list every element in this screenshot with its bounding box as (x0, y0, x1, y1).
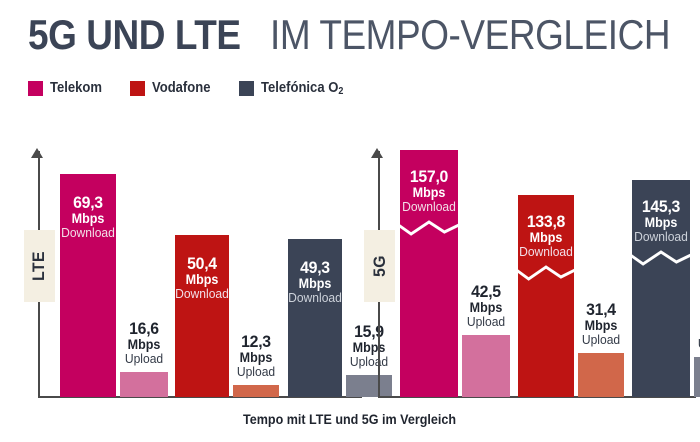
bar-lte-4 (288, 239, 342, 397)
x-axis-line-5g (378, 396, 696, 398)
title-light: IM TEMPO-VERGLEICH (269, 11, 671, 58)
bar-value-unit: Mbps (127, 337, 161, 353)
bar-lte-0 (60, 174, 116, 397)
chart-legend: Telekom Vodafone Telefónica O2 (28, 80, 353, 97)
bar-5g-3 (578, 353, 624, 397)
bar-value-kind: Download (519, 244, 573, 260)
bar-value-number: 29,2 (686, 305, 700, 323)
bar-value-label-lte-1: 16,6 Mbps Upload (110, 320, 178, 366)
bar-value-unit: Mbps (584, 318, 618, 334)
axis-tag-5g: 5G (364, 230, 395, 302)
bar-value-number: 31,4 (586, 300, 616, 320)
bar-value-label-5g-2: 133,8 Mbps Download (508, 213, 584, 259)
bar-value-kind: Download (634, 229, 688, 245)
legend-item-2: Telefónica O2 (238, 80, 353, 97)
y-axis-arrow-lte (31, 148, 43, 158)
axis-break-zigzag-icon (397, 218, 461, 240)
bar-value-kind: Upload (236, 364, 276, 380)
y-axis-arrow-5g (371, 148, 383, 158)
bar-value-label-lte-3: 12,3 Mbps Upload (223, 333, 289, 379)
bar-value-number: 49,3 (300, 258, 330, 278)
bar-value-unit: Mbps (185, 272, 219, 288)
bar-value-kind: Download (175, 286, 229, 302)
bar-value-label-5g-0: 157,0 Mbps Download (390, 168, 468, 214)
legend-item-label: Telekom (50, 80, 102, 96)
bar-value-number: 42,5 (471, 282, 501, 302)
bar-value-number: 50,4 (187, 254, 217, 274)
panel-lte: LTE 69,3 Mbps Download 16,6 Mbps Upload 50,4 Mb… (22, 110, 392, 410)
bar-value-label-lte-0: 69,3 Mbps Download (50, 194, 126, 240)
bar-value-number: 15,9 (354, 322, 384, 342)
axis-tag-5g-label: 5G (369, 255, 389, 277)
bar-lte-2 (175, 235, 229, 397)
bar-value-number: 16,6 (129, 319, 159, 339)
bar-value-label-lte-4: 49,3 Mbps Download (278, 259, 352, 305)
bar-value-label-5g-3: 31,4 Mbps Upload (568, 301, 634, 347)
axis-break-zigzag-icon (629, 248, 693, 270)
bar-value-label-5g-4: 145,3 Mbps Download (622, 198, 700, 244)
bar-value-unit: Mbps (239, 350, 273, 366)
bar-lte-5 (346, 375, 392, 397)
bar-value-kind: Upload (466, 314, 506, 330)
bar-value-label-5g-1: 42,5 Mbps Upload (452, 283, 520, 329)
bar-container-5g: 157,0 Mbps Download 42,5 Mbps Upload 133,8 Mbps… (397, 150, 700, 397)
bar-value-unit: Mbps (71, 211, 105, 227)
bar-5g-5 (694, 357, 700, 397)
bar-5g-0 (397, 150, 461, 397)
bar-value-kind: Download (402, 199, 456, 215)
bar-value-unit: Mbps (469, 300, 503, 316)
legend-item-label: Vodafone (151, 80, 211, 96)
bar-value-kind: Upload (581, 332, 621, 348)
legend-swatch-icon (238, 80, 254, 96)
bar-value-number: 69,3 (73, 193, 103, 213)
bar-value-number: 133,8 (526, 212, 566, 232)
axis-tag-lte-label: LTE (29, 251, 49, 281)
bar-value-unit: Mbps (686, 323, 700, 337)
bar-value-unit: Mbps (644, 215, 678, 231)
bar-value-kind: Download (288, 290, 342, 306)
bar-value-number: 12,3 (241, 332, 271, 352)
legend-swatch-icon (129, 80, 145, 96)
bar-value-unit: Mbps (352, 340, 386, 356)
page-title: 5G UND LTE IM TEMPO-VERGLEICH (28, 14, 688, 64)
legend-item-0: Telekom (28, 80, 108, 96)
axis-break-zigzag-icon (515, 263, 577, 285)
bar-container-lte: 69,3 Mbps Download 16,6 Mbps Upload 50,4 Mbps Do… (60, 150, 392, 397)
axis-tag-lte: LTE (24, 230, 55, 302)
bar-lte-1 (120, 372, 168, 397)
bar-value-number: 145,3 (641, 197, 681, 217)
bar-value-unit: Mbps (298, 276, 332, 292)
bar-value-kind: Download (61, 225, 115, 241)
x-axis-line-lte (38, 396, 362, 398)
bar-value-unit: Mbps (412, 185, 446, 201)
bar-value-number: 157,0 (409, 167, 449, 187)
panel-5g: 5G 157,0 Mbps Download 42,5 Mbps Upload 133,8 M… (362, 110, 700, 410)
bar-5g-1 (462, 335, 510, 397)
chart-plot-area: LTE 69,3 Mbps Download 16,6 Mbps Upload 50,4 Mb… (0, 110, 700, 410)
title-strong: 5G UND LTE (28, 11, 241, 58)
legend-item-label: Telefónica O2 (260, 80, 344, 97)
bar-value-label-lte-2: 50,4 Mbps Download (165, 255, 239, 301)
legend-item-1: Vodafone (129, 80, 217, 96)
bar-value-label-5g-5: 29,2MbpsUpload (684, 305, 700, 351)
chart-caption-text: Tempo mit LTE und 5G im Vergleich (243, 412, 457, 427)
bar-value-unit: Mbps (529, 230, 563, 246)
legend-swatch-icon (28, 80, 43, 96)
bar-value-kind: Upload (124, 351, 164, 367)
bar-lte-3 (233, 385, 279, 397)
bar-value-kind: Upload (686, 337, 700, 351)
chart-caption: Tempo mit LTE und 5G im Vergleich (0, 412, 700, 427)
